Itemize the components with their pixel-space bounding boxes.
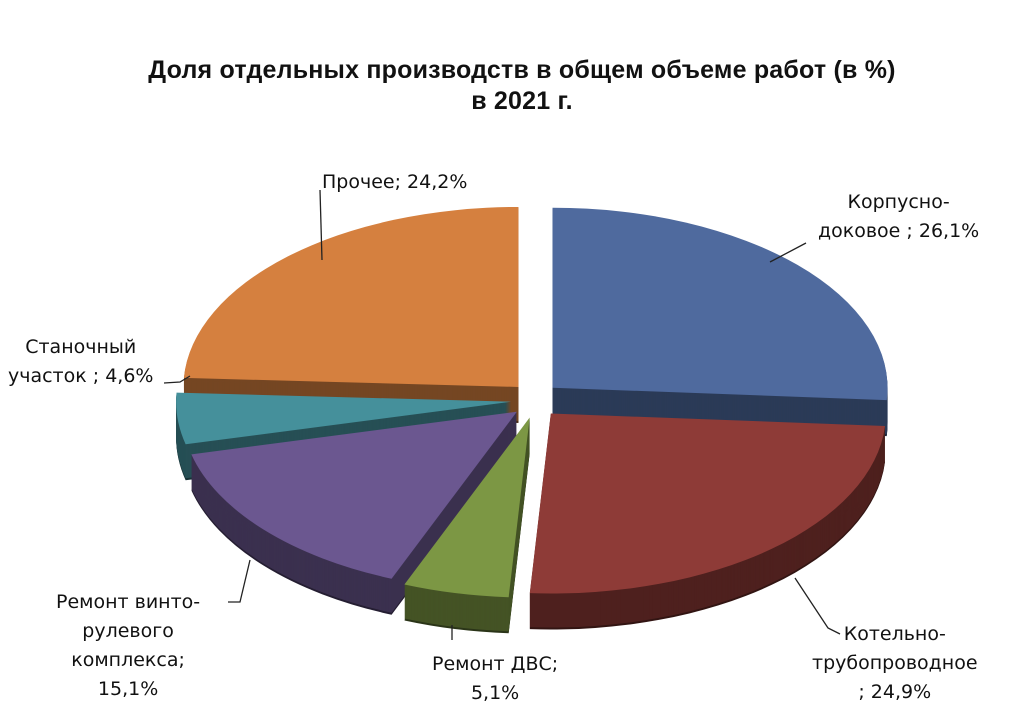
pie-slice-top	[191, 411, 517, 579]
leader-line-4	[163, 375, 191, 384]
chart-title-line2: в 2021 г.	[471, 87, 573, 115]
leader-line-1	[794, 577, 841, 635]
pie-slice-1	[529, 413, 886, 630]
label-vinto: Ремонт винто- рулевого комплекса; 15,1%	[56, 588, 200, 704]
pie-slice-top	[183, 206, 519, 387]
label-line: доковое ; 26,1%	[818, 220, 980, 242]
label-korpusno: Корпусно- доковое ; 26,1%	[818, 188, 979, 246]
label-line: Ремонт ДВС;	[432, 653, 559, 675]
label-line: Станочный	[25, 336, 137, 358]
label-line: рулевого	[82, 620, 174, 642]
label-dvs: Ремонт ДВС; 5,1%	[432, 650, 558, 708]
label-prochee: Прочее; 24,2%	[322, 168, 467, 197]
label-line: 15,1%	[97, 678, 159, 700]
pie-slice-top	[552, 207, 888, 401]
leader-line-5	[319, 189, 323, 261]
label-kotelno: Котельно- трубопроводное ; 24,9%	[812, 620, 978, 707]
pie-slice-5	[183, 206, 519, 423]
label-line: трубопроводное	[812, 652, 978, 674]
label-line: Котельно-	[843, 623, 946, 645]
leader-line-3	[228, 559, 251, 603]
label-stanochny: Станочный участок ; 4,6%	[8, 333, 153, 391]
label-line: Прочее; 24,2%	[322, 171, 468, 193]
leader-line-0	[769, 242, 807, 263]
label-line: 5,1%	[470, 682, 520, 704]
label-line: участок ; 4,6%	[8, 365, 154, 387]
pie-slice-0	[552, 207, 888, 437]
chart-title-line1: Доля отдельных производств в общем объем…	[148, 56, 896, 84]
chart-title: Доля отдельных производств в общем объем…	[0, 55, 1024, 117]
pie-slice-top	[529, 413, 886, 594]
label-line: Корпусно-	[847, 191, 950, 213]
pie-slice-top	[176, 392, 512, 445]
label-line: Ремонт винто-	[56, 591, 201, 613]
pie-slice-3	[191, 411, 517, 615]
label-line: ; 24,9%	[858, 681, 932, 703]
label-line: комплекса;	[71, 649, 185, 671]
pie-slice-top	[404, 417, 530, 598]
pie-slice-2	[404, 417, 530, 634]
